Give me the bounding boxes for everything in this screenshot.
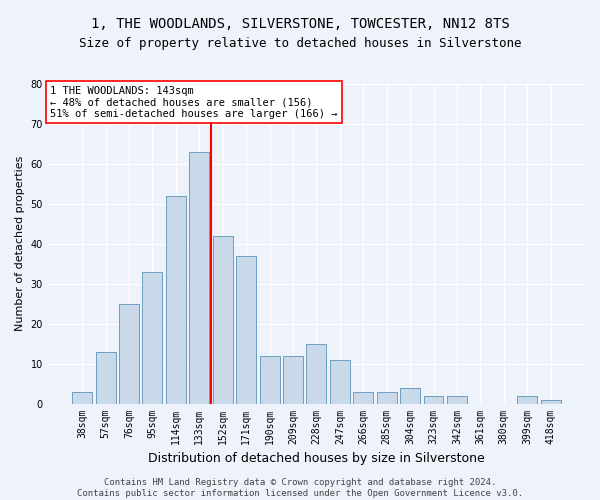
Bar [541, 400, 560, 404]
Text: Contains HM Land Registry data © Crown copyright and database right 2024.
Contai: Contains HM Land Registry data © Crown c… [77, 478, 523, 498]
X-axis label: Distribution of detached houses by size in Silverstone: Distribution of detached houses by size … [148, 452, 485, 465]
Bar [283, 356, 303, 404]
Bar [72, 392, 92, 404]
Bar [517, 396, 537, 404]
Bar [377, 392, 397, 404]
Bar [119, 304, 139, 404]
Bar [307, 344, 326, 404]
Bar [330, 360, 350, 404]
Bar [190, 152, 209, 404]
Y-axis label: Number of detached properties: Number of detached properties [15, 156, 25, 332]
Bar [142, 272, 163, 404]
Bar [213, 236, 233, 404]
Text: 1 THE WOODLANDS: 143sqm
← 48% of detached houses are smaller (156)
51% of semi-d: 1 THE WOODLANDS: 143sqm ← 48% of detache… [50, 86, 338, 119]
Text: 1, THE WOODLANDS, SILVERSTONE, TOWCESTER, NN12 8TS: 1, THE WOODLANDS, SILVERSTONE, TOWCESTER… [91, 18, 509, 32]
Bar [400, 388, 420, 404]
Bar [166, 196, 186, 404]
Bar [260, 356, 280, 404]
Bar [236, 256, 256, 404]
Text: Size of property relative to detached houses in Silverstone: Size of property relative to detached ho… [79, 38, 521, 51]
Bar [424, 396, 443, 404]
Bar [353, 392, 373, 404]
Bar [95, 352, 116, 404]
Bar [447, 396, 467, 404]
